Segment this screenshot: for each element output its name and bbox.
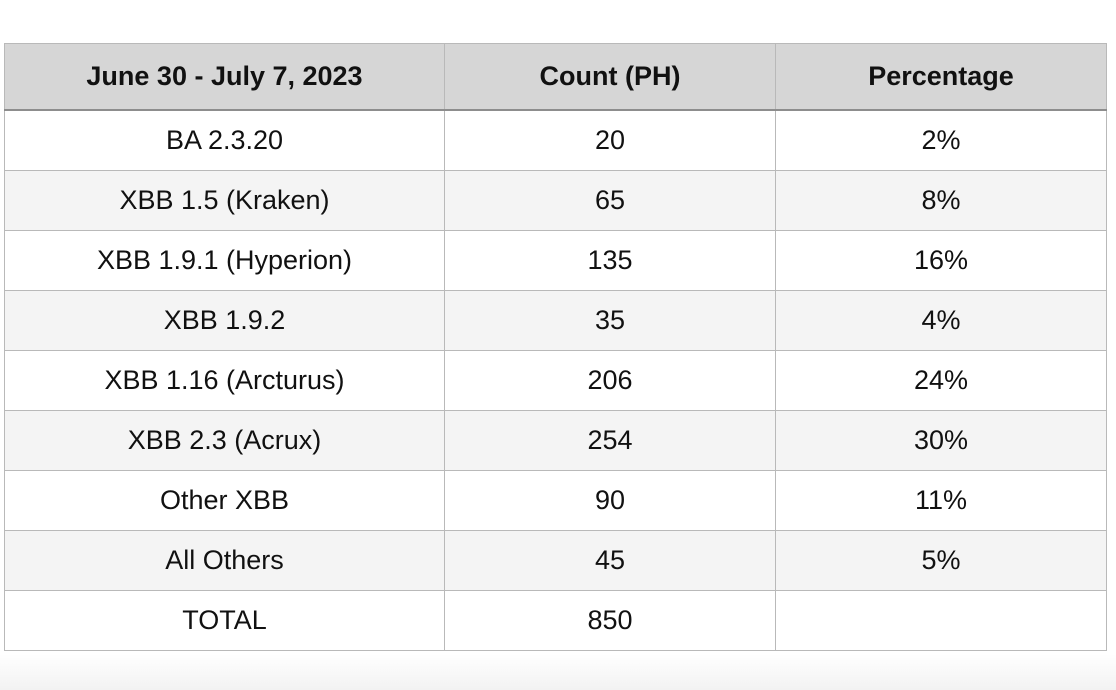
count-cell: 20	[444, 109, 776, 171]
variant-table-container: June 30 - July 7, 2023 Count (PH) Percen…	[4, 43, 1107, 651]
variant-cell: XBB 1.5 (Kraken)	[4, 170, 445, 231]
percentage-cell: 24%	[775, 350, 1107, 411]
header-count: Count (PH)	[444, 43, 776, 111]
table-row: XBB 1.16 (Arcturus) 206 24%	[4, 350, 1107, 411]
percentage-cell: 11%	[775, 470, 1107, 531]
total-count-cell: 850	[444, 590, 776, 651]
variant-cell: XBB 1.16 (Arcturus)	[4, 350, 445, 411]
variant-cell: XBB 1.9.1 (Hyperion)	[4, 230, 445, 291]
percentage-cell: 16%	[775, 230, 1107, 291]
table-row: XBB 1.9.2 35 4%	[4, 290, 1107, 351]
table-row: All Others 45 5%	[4, 530, 1107, 591]
table-row: Other XBB 90 11%	[4, 470, 1107, 531]
percentage-cell: 8%	[775, 170, 1107, 231]
variant-cell: Other XBB	[4, 470, 445, 531]
table-header-row: June 30 - July 7, 2023 Count (PH) Percen…	[4, 43, 1107, 111]
percentage-cell: 30%	[775, 410, 1107, 471]
count-cell: 45	[444, 530, 776, 591]
variant-cell: XBB 1.9.2	[4, 290, 445, 351]
count-cell: 135	[444, 230, 776, 291]
table-row: XBB 2.3 (Acrux) 254 30%	[4, 410, 1107, 471]
count-cell: 206	[444, 350, 776, 411]
table-row: XBB 1.9.1 (Hyperion) 135 16%	[4, 230, 1107, 291]
percentage-cell: 4%	[775, 290, 1107, 351]
percentage-cell: 5%	[775, 530, 1107, 591]
count-cell: 65	[444, 170, 776, 231]
total-percentage-cell	[775, 590, 1107, 651]
count-cell: 35	[444, 290, 776, 351]
count-cell: 90	[444, 470, 776, 531]
variant-cell: XBB 2.3 (Acrux)	[4, 410, 445, 471]
page-bottom-shade	[0, 654, 1116, 690]
variant-count-table: June 30 - July 7, 2023 Count (PH) Percen…	[4, 43, 1107, 651]
variant-cell: All Others	[4, 530, 445, 591]
table-row: XBB 1.5 (Kraken) 65 8%	[4, 170, 1107, 231]
total-label-cell: TOTAL	[4, 590, 445, 651]
table-total-row: TOTAL 850	[4, 590, 1107, 651]
variant-cell: BA 2.3.20	[4, 109, 445, 171]
header-date-range: June 30 - July 7, 2023	[4, 43, 445, 111]
percentage-cell: 2%	[775, 109, 1107, 171]
count-cell: 254	[444, 410, 776, 471]
table-row: BA 2.3.20 20 2%	[4, 109, 1107, 171]
header-percentage: Percentage	[775, 43, 1107, 111]
